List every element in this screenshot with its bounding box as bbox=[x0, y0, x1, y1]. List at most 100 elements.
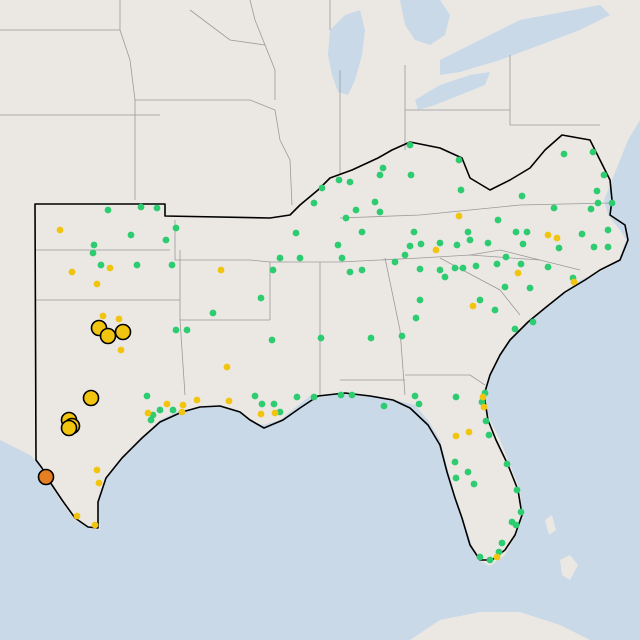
station-marker-moderate[interactable] bbox=[163, 400, 171, 408]
station-marker-good[interactable] bbox=[498, 539, 506, 547]
station-marker-moderate[interactable] bbox=[56, 226, 64, 234]
station-marker-good[interactable] bbox=[401, 251, 409, 259]
station-marker-good[interactable] bbox=[335, 176, 343, 184]
station-marker-good[interactable] bbox=[482, 417, 490, 425]
station-marker-good[interactable] bbox=[472, 262, 480, 270]
station-marker-good[interactable] bbox=[270, 400, 278, 408]
station-marker-good[interactable] bbox=[550, 204, 558, 212]
station-marker-good[interactable] bbox=[464, 228, 472, 236]
station-marker-good[interactable] bbox=[452, 393, 460, 401]
station-marker-good[interactable] bbox=[406, 141, 414, 149]
station-marker-good[interactable] bbox=[153, 204, 161, 212]
station-marker-good[interactable] bbox=[416, 265, 424, 273]
station-marker-moderate[interactable] bbox=[68, 268, 76, 276]
station-marker-good[interactable] bbox=[459, 264, 467, 272]
station-marker-moderate[interactable] bbox=[91, 521, 99, 529]
station-marker-good[interactable] bbox=[398, 332, 406, 340]
station-marker-good[interactable] bbox=[391, 258, 399, 266]
station-marker-good[interactable] bbox=[97, 261, 105, 269]
station-marker-good[interactable] bbox=[156, 406, 164, 414]
station-marker-good[interactable] bbox=[133, 261, 141, 269]
station-marker-good[interactable] bbox=[269, 266, 277, 274]
station-marker-good[interactable] bbox=[137, 203, 145, 211]
station-marker-good[interactable] bbox=[352, 206, 360, 214]
station-marker-moderate-large[interactable] bbox=[60, 419, 78, 437]
station-marker-moderate-large[interactable] bbox=[99, 327, 117, 345]
station-marker-good[interactable] bbox=[162, 236, 170, 244]
station-marker-moderate[interactable] bbox=[93, 466, 101, 474]
station-marker-moderate[interactable] bbox=[544, 231, 552, 239]
station-marker-good[interactable] bbox=[436, 239, 444, 247]
station-marker-good[interactable] bbox=[416, 296, 424, 304]
station-marker-good[interactable] bbox=[451, 458, 459, 466]
station-marker-good[interactable] bbox=[172, 224, 180, 232]
station-marker-good[interactable] bbox=[257, 294, 265, 302]
station-marker-good[interactable] bbox=[441, 273, 449, 281]
station-marker-moderate[interactable] bbox=[115, 315, 123, 323]
station-marker-good[interactable] bbox=[457, 186, 465, 194]
station-marker-good[interactable] bbox=[512, 228, 520, 236]
station-marker-good[interactable] bbox=[127, 231, 135, 239]
station-marker-good[interactable] bbox=[590, 243, 598, 251]
station-marker-good[interactable] bbox=[410, 228, 418, 236]
station-marker-moderate[interactable] bbox=[570, 278, 578, 286]
station-marker-good[interactable] bbox=[600, 171, 608, 179]
station-marker-good[interactable] bbox=[293, 393, 301, 401]
station-marker-good[interactable] bbox=[169, 406, 177, 414]
station-marker-unhealthy-large[interactable] bbox=[37, 468, 55, 486]
station-marker-good[interactable] bbox=[104, 206, 112, 214]
station-marker-good[interactable] bbox=[346, 268, 354, 276]
station-marker-moderate[interactable] bbox=[73, 512, 81, 520]
station-marker-moderate[interactable] bbox=[179, 401, 187, 409]
station-marker-good[interactable] bbox=[411, 392, 419, 400]
station-marker-good[interactable] bbox=[555, 244, 563, 252]
station-marker-good[interactable] bbox=[342, 214, 350, 222]
station-marker-good[interactable] bbox=[209, 309, 217, 317]
station-marker-good[interactable] bbox=[529, 318, 537, 326]
station-marker-good[interactable] bbox=[476, 296, 484, 304]
station-marker-good[interactable] bbox=[476, 553, 484, 561]
station-marker-good[interactable] bbox=[168, 261, 176, 269]
station-marker-good[interactable] bbox=[380, 402, 388, 410]
station-marker-good[interactable] bbox=[486, 556, 494, 564]
station-marker-moderate[interactable] bbox=[480, 403, 488, 411]
station-marker-moderate[interactable] bbox=[514, 269, 522, 277]
station-marker-good[interactable] bbox=[358, 266, 366, 274]
station-marker-good[interactable] bbox=[379, 164, 387, 172]
station-marker-good[interactable] bbox=[268, 336, 276, 344]
station-marker-good[interactable] bbox=[587, 205, 595, 213]
station-marker-good[interactable] bbox=[523, 228, 531, 236]
station-marker-good[interactable] bbox=[453, 241, 461, 249]
station-marker-moderate[interactable] bbox=[257, 410, 265, 418]
station-marker-good[interactable] bbox=[485, 431, 493, 439]
station-marker-good[interactable] bbox=[337, 391, 345, 399]
station-marker-good[interactable] bbox=[415, 400, 423, 408]
station-marker-moderate[interactable] bbox=[93, 280, 101, 288]
station-marker-moderate[interactable] bbox=[479, 393, 487, 401]
station-marker-good[interactable] bbox=[436, 266, 444, 274]
station-marker-moderate[interactable] bbox=[553, 234, 561, 242]
station-marker-good[interactable] bbox=[407, 171, 415, 179]
station-marker-good[interactable] bbox=[143, 392, 151, 400]
station-marker-moderate[interactable] bbox=[144, 409, 152, 417]
station-marker-good[interactable] bbox=[494, 216, 502, 224]
station-marker-moderate[interactable] bbox=[95, 479, 103, 487]
station-marker-good[interactable] bbox=[258, 400, 266, 408]
station-marker-good[interactable] bbox=[593, 187, 601, 195]
station-marker-moderate[interactable] bbox=[193, 396, 201, 404]
station-marker-good[interactable] bbox=[493, 260, 501, 268]
station-marker-moderate[interactable] bbox=[225, 397, 233, 405]
station-marker-good[interactable] bbox=[376, 208, 384, 216]
station-marker-good[interactable] bbox=[544, 263, 552, 271]
station-marker-good[interactable] bbox=[470, 480, 478, 488]
station-marker-good[interactable] bbox=[608, 199, 616, 207]
station-marker-good[interactable] bbox=[90, 241, 98, 249]
station-marker-moderate[interactable] bbox=[99, 312, 107, 320]
station-marker-good[interactable] bbox=[451, 264, 459, 272]
station-marker-moderate[interactable] bbox=[117, 346, 125, 354]
station-marker-good[interactable] bbox=[518, 192, 526, 200]
station-marker-good[interactable] bbox=[376, 171, 384, 179]
station-marker-good[interactable] bbox=[560, 150, 568, 158]
station-marker-moderate[interactable] bbox=[452, 432, 460, 440]
